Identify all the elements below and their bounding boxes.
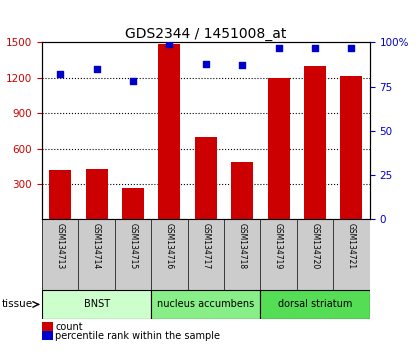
Bar [158,44,180,219]
Bar [195,137,217,219]
Bar [260,290,370,319]
Text: GSM134721: GSM134721 [347,223,356,269]
Text: GSM134715: GSM134715 [129,223,137,269]
Text: GSM134720: GSM134720 [310,223,320,269]
Point [166,41,173,47]
Bar [268,78,289,219]
Point [130,79,136,84]
Bar [42,290,151,319]
Bar [49,170,71,219]
Bar [341,75,362,219]
Point [348,45,355,51]
Bar [86,169,108,219]
Point [202,61,209,67]
Text: tissue: tissue [2,299,33,309]
Text: GSM134716: GSM134716 [165,223,174,269]
Text: GSM134714: GSM134714 [92,223,101,269]
Text: GSM134713: GSM134713 [56,223,65,269]
Text: GSM134719: GSM134719 [274,223,283,269]
Text: nucleus accumbens: nucleus accumbens [157,299,255,309]
Bar [122,188,144,219]
Point [93,66,100,72]
Text: percentile rank within the sample: percentile rank within the sample [55,331,220,341]
Text: BNST: BNST [84,299,110,309]
Point [239,63,246,68]
Text: GSM134718: GSM134718 [238,223,247,269]
Point [275,45,282,51]
Text: count: count [55,322,83,332]
Text: dorsal striatum: dorsal striatum [278,299,352,309]
Point [57,72,63,77]
Bar [304,66,326,219]
Bar [151,290,260,319]
Point [312,45,318,51]
Bar [231,162,253,219]
Title: GDS2344 / 1451008_at: GDS2344 / 1451008_at [125,28,286,41]
Text: GSM134717: GSM134717 [201,223,210,269]
